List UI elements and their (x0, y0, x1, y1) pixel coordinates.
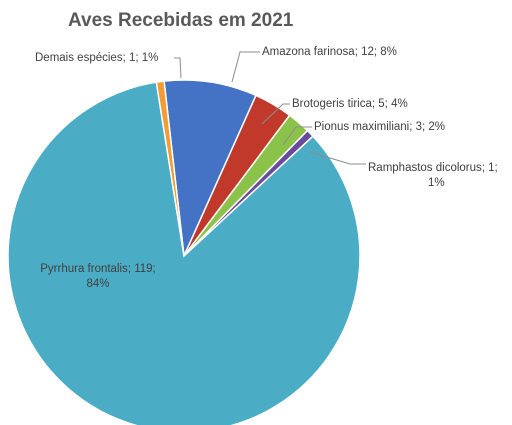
data-label: Pionus maximiliani; 3; 2% (314, 121, 445, 133)
data-label: Pyrrhura frontalis; 119; 84% (40, 263, 155, 290)
chart-title: Aves Recebidas em 2021 (68, 10, 294, 31)
data-label: Ramphastos dicolorus; 1; 1% (368, 162, 498, 189)
data-label-line: Brotogeris tirica; 5; 4% (292, 98, 408, 110)
data-label-line: Demais espécies; 1; 1% (35, 52, 158, 64)
leader-line (309, 151, 366, 165)
leader-lines (174, 51, 366, 165)
data-label-line: Ramphastos dicolorus; 1; (368, 162, 498, 174)
data-label: Brotogeris tirica; 5; 4% (292, 98, 408, 110)
data-label-line: Pyrrhura frontalis; 119; (40, 263, 155, 275)
leader-line (231, 51, 260, 83)
data-label-line: 1% (428, 177, 445, 189)
pie-slice-pyrrhura-frontalis (7, 81, 361, 425)
pie-slices (7, 79, 361, 425)
leader-line (261, 103, 290, 125)
pie-slice-demais-esp-cies (155, 80, 185, 257)
data-label-line: 84% (86, 278, 109, 290)
data-labels: Amazona farinosa; 12; 8% Brotogeris tiric… (35, 46, 498, 290)
data-label-line: Amazona farinosa; 12; 8% (262, 46, 397, 58)
pie-slice-amazona-farinosa (163, 79, 257, 259)
data-label: Amazona farinosa; 12; 8% (262, 46, 397, 58)
leader-line (282, 126, 312, 146)
leader-line (174, 57, 182, 79)
data-label-line: Pionus maximiliani; 3; 2% (314, 121, 445, 133)
data-label: Demais espécies; 1; 1% (35, 52, 158, 64)
